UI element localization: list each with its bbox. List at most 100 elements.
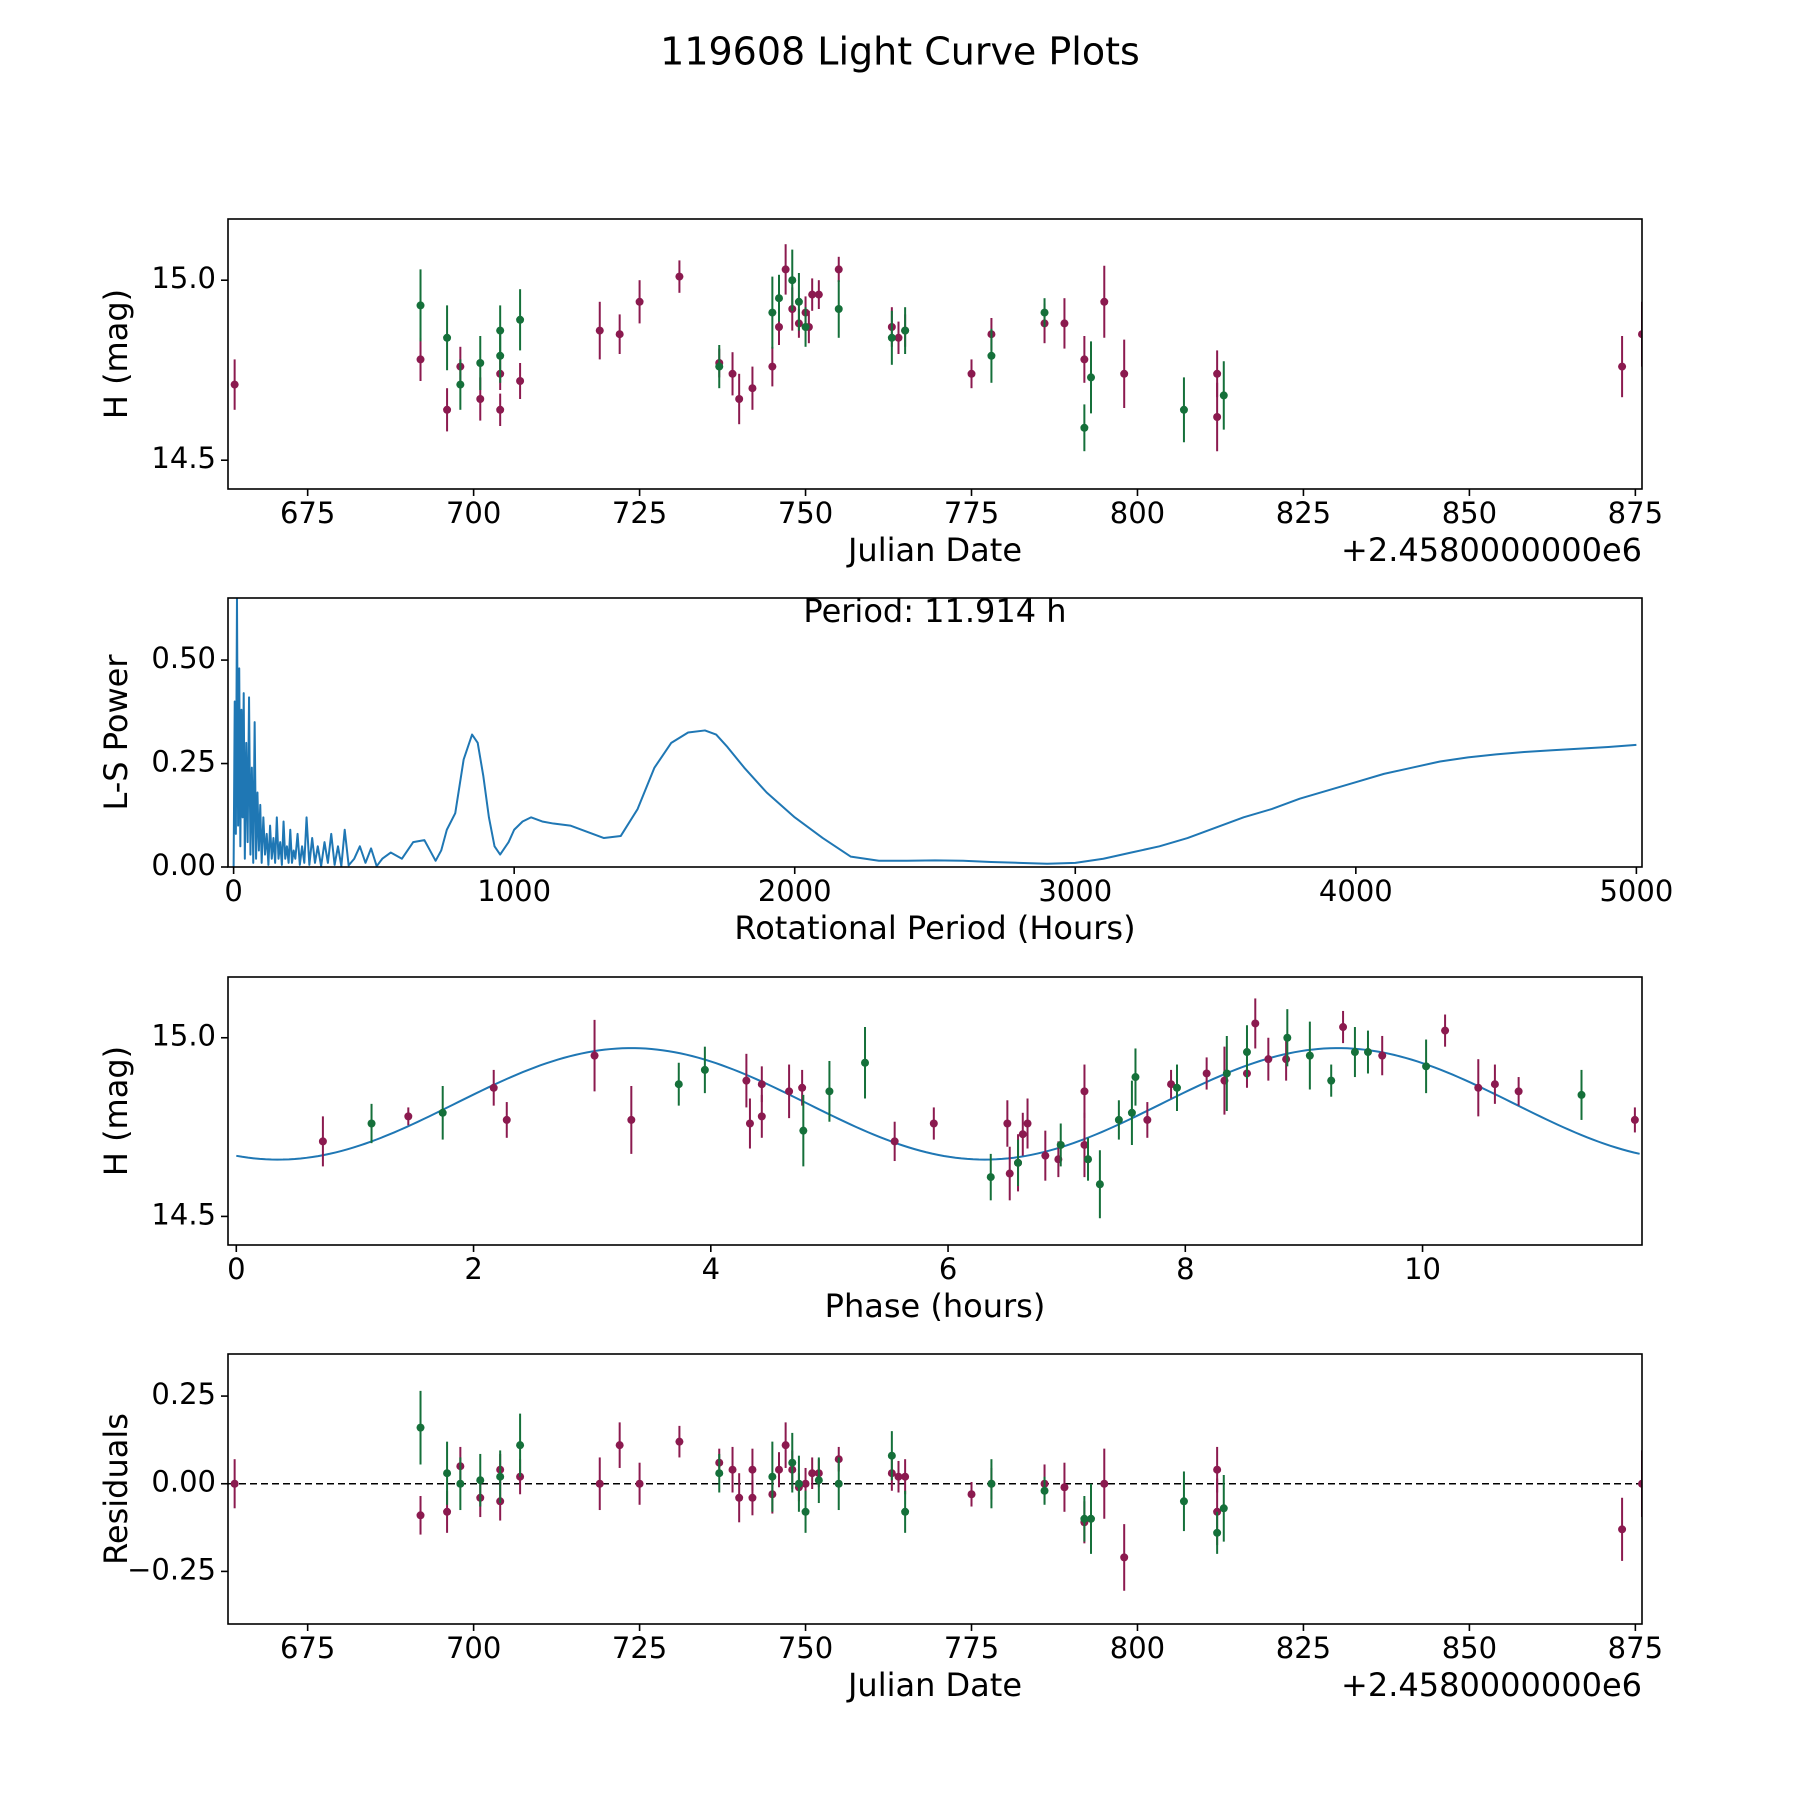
data-point (502, 1115, 511, 1124)
data-point (967, 369, 976, 378)
data-point (318, 1137, 327, 1146)
data-point (1040, 1486, 1049, 1495)
data-point (735, 1493, 744, 1502)
data-point (1213, 1465, 1222, 1474)
data-point (1080, 1087, 1089, 1096)
data-point (1087, 1514, 1096, 1523)
data-point (456, 380, 465, 389)
data-point (443, 1469, 452, 1478)
x-tick-label: 775 (944, 1631, 999, 1665)
data-point (595, 326, 604, 335)
y-axis-label: H (mag) (97, 1046, 135, 1176)
data-point (890, 1137, 899, 1146)
data-point (901, 1472, 910, 1481)
x-tick-label: 0 (227, 1252, 245, 1286)
data-point (1213, 369, 1222, 378)
data-point (825, 1087, 834, 1096)
x-axis-label: Rotational Period (Hours) (734, 909, 1135, 947)
x-offset-label: +2.4580000000e6 (1341, 531, 1642, 569)
x-tick-label: 5000 (1599, 874, 1673, 908)
data-point (1003, 1119, 1012, 1128)
data-point (1179, 1497, 1188, 1506)
x-tick-label: 8 (1176, 1252, 1194, 1286)
data-point (814, 290, 823, 299)
axes-frame (227, 597, 1643, 868)
data-point (1056, 1140, 1065, 1149)
data-point (929, 1119, 938, 1128)
data-point (615, 1441, 624, 1450)
data-point (1514, 1087, 1523, 1096)
x-tick-label: 775 (944, 496, 999, 530)
data-point (781, 265, 790, 274)
data-point (476, 395, 485, 403)
data-point (986, 1173, 995, 1182)
data-point (1080, 423, 1089, 432)
data-point (987, 1479, 996, 1488)
panel-lightcurve: 675 700 725 750 775 800 825 850 875 14.5 15.0 Julia… (97, 218, 1663, 569)
x-tick-label: 700 (446, 496, 501, 530)
data-point (1242, 1048, 1251, 1057)
data-point (748, 1493, 757, 1502)
data-point (757, 1112, 766, 1121)
data-point (1084, 1155, 1093, 1164)
data-point (635, 1479, 644, 1488)
x-tick-label: 850 (1442, 1631, 1497, 1665)
data-point (774, 1465, 783, 1474)
data-point (1283, 1033, 1292, 1042)
data-point (1422, 1062, 1431, 1071)
data-point (861, 1058, 870, 1067)
data-point (1213, 1528, 1222, 1537)
data-point (595, 1479, 604, 1488)
data-point (675, 1437, 684, 1446)
data-point (1095, 1180, 1104, 1189)
x-tick-label: 750 (778, 1631, 833, 1665)
data-point (1474, 1083, 1483, 1092)
plot-area (236, 998, 1640, 1219)
data-point (416, 355, 425, 364)
data-point (1167, 1080, 1176, 1089)
y-tick-label: 0.25 (151, 1377, 216, 1411)
data-point (788, 276, 797, 285)
data-point (635, 297, 644, 306)
data-point (768, 308, 777, 317)
x-tick-label: 725 (612, 496, 667, 530)
data-point (674, 1080, 683, 1089)
y-tick-label: 14.5 (151, 1197, 216, 1231)
data-point (745, 1119, 754, 1128)
x-tick-label: 825 (1276, 496, 1331, 530)
data-point (1327, 1076, 1336, 1085)
x-tick-label: 875 (1608, 496, 1663, 530)
data-point (476, 1476, 485, 1485)
data-point (1127, 1108, 1136, 1117)
data-point (1219, 391, 1228, 400)
data-point (801, 323, 810, 331)
y-tick-label: 15.0 (151, 1019, 216, 1053)
y-tick-label: 0.25 (151, 745, 216, 779)
data-point (1018, 1130, 1027, 1139)
y-tick-label: 0.50 (151, 641, 216, 675)
y-tick-label: −0.25 (127, 1552, 216, 1586)
data-point (1219, 1504, 1228, 1513)
data-point (788, 1458, 797, 1467)
data-point (1202, 1069, 1211, 1078)
data-point (700, 1065, 709, 1074)
y-axis-label: H (mag) (97, 289, 135, 419)
y-tick-label: 15.0 (151, 261, 216, 295)
x-tick-label: 725 (612, 1631, 667, 1665)
data-point (735, 395, 744, 403)
data-point (1014, 1158, 1023, 1167)
data-point (1143, 1115, 1152, 1124)
data-point (416, 1511, 425, 1520)
x-axis-label: Julian Date (846, 531, 1022, 569)
data-point (1630, 1115, 1639, 1124)
data-point (438, 1108, 447, 1117)
x-tick-label: 800 (1110, 1631, 1165, 1665)
data-point (798, 1083, 807, 1092)
data-point (1080, 1514, 1089, 1523)
data-point (1618, 1525, 1627, 1534)
data-point (1100, 297, 1109, 306)
data-point (799, 1126, 808, 1135)
data-point (1041, 1151, 1050, 1160)
data-point (1040, 308, 1049, 317)
data-point (748, 384, 757, 393)
